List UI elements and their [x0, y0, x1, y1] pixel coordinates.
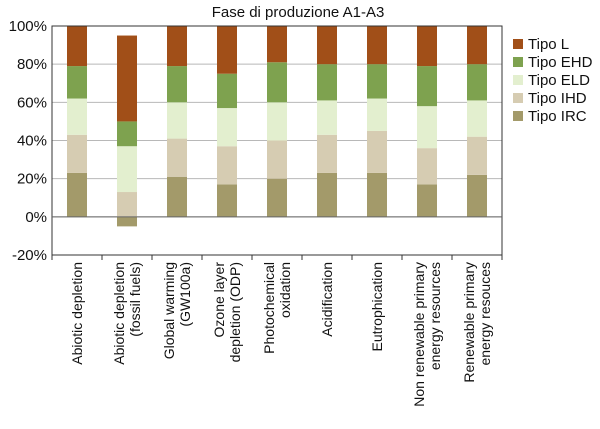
bar-segment-tipo-irc: [117, 216, 137, 227]
bar-segment-tipo-eld: [117, 146, 137, 193]
bar-segment-tipo-eld: [417, 106, 437, 149]
bar-segment-tipo-ihd: [467, 136, 487, 175]
legend-swatch: [513, 39, 523, 49]
x-category-label: Abiotic depletion: [69, 262, 85, 365]
legend-swatch: [513, 93, 523, 103]
x-category-label: Non renewable primary: [411, 262, 427, 407]
y-tick-label: 80%: [17, 56, 47, 73]
bar-segment-tipo-ihd: [367, 130, 387, 173]
x-category-label: Renewable primary: [461, 262, 477, 383]
bar-segment-tipo-irc: [367, 172, 387, 217]
bar-segment-tipo-l: [467, 26, 487, 65]
legend-label: Tipo L: [528, 36, 569, 53]
bar-segment-tipo-ihd: [267, 140, 287, 179]
x-category-label: depletion (ODP): [227, 262, 243, 362]
bar-segment-tipo-irc: [467, 174, 487, 217]
x-category-label: Eutrophication: [369, 262, 385, 352]
legend-label: Tipo ELD: [528, 72, 590, 89]
x-category-label: Global warming: [161, 262, 177, 359]
bar-segment-tipo-ehd: [367, 64, 387, 99]
bar-segment-tipo-l: [167, 26, 187, 67]
x-category-label: oxidation: [277, 262, 293, 318]
legend-swatch: [513, 111, 523, 121]
bar-segment-tipo-irc: [317, 172, 337, 217]
bar-segment-tipo-ehd: [67, 66, 87, 99]
bar-segment-tipo-eld: [367, 98, 387, 131]
y-axis: 100% 80% 60% 40% 20% 0% -20%: [9, 18, 47, 264]
y-tick-label: 60%: [17, 94, 47, 111]
legend-label: Tipo EHD: [528, 54, 593, 71]
x-category-label: energy resouces: [477, 262, 493, 366]
x-category-label: Ozone layer: [211, 262, 227, 338]
plot-border: [51, 25, 503, 256]
bar-segment-tipo-irc: [217, 184, 237, 217]
y-tick-label: 0%: [25, 209, 47, 226]
bar-segment-tipo-eld: [317, 100, 337, 135]
plot-frame: [51, 25, 503, 260]
bar-segment-tipo-irc: [167, 176, 187, 217]
legend-swatch: [513, 57, 523, 67]
y-tick-label: 100%: [9, 18, 47, 35]
bar-segment-tipo-ehd: [267, 62, 287, 103]
x-category-label: Abiotic depletion: [111, 262, 127, 365]
x-category-label: (GW100a): [177, 262, 193, 327]
bar-segment-tipo-ehd: [417, 66, 437, 107]
y-tick-label: 20%: [17, 171, 47, 188]
bar-segment-tipo-eld: [67, 98, 87, 135]
bar-segment-tipo-ihd: [217, 146, 237, 185]
x-axis: Abiotic depletion Abiotic depletion (fossi…: [69, 262, 493, 407]
chart-title: Fase di produzione A1-A3: [212, 4, 385, 21]
bar-segment-tipo-l: [67, 26, 87, 67]
bar-segment-tipo-ehd: [317, 64, 337, 101]
y-tick-label: 40%: [17, 133, 47, 150]
bar-segment-tipo-ihd: [417, 148, 437, 185]
legend-swatch: [513, 75, 523, 85]
bar-segment-tipo-irc: [267, 178, 287, 217]
y-tick-label: -20%: [12, 247, 47, 264]
bar-segment-tipo-ihd: [67, 134, 87, 173]
bar-segment-tipo-l: [267, 26, 287, 63]
bars: [67, 26, 487, 227]
bar-segment-tipo-ehd: [167, 66, 187, 103]
bar-segment-tipo-ehd: [467, 64, 487, 101]
bar-segment-tipo-l: [417, 26, 437, 67]
bar-segment-tipo-l: [367, 26, 387, 65]
bar-segment-tipo-ihd: [117, 192, 137, 217]
x-category-label: (fossil fuels): [127, 262, 143, 337]
bar-segment-tipo-eld: [267, 102, 287, 141]
bar-segment-tipo-ihd: [317, 134, 337, 173]
bar-segment-tipo-l: [117, 35, 137, 122]
bar-segment-tipo-eld: [167, 102, 187, 139]
x-category-label: Photochemical: [261, 262, 277, 354]
bar-segment-tipo-ihd: [167, 138, 187, 177]
bar-segment-tipo-ehd: [117, 121, 137, 147]
bar-segment-tipo-ehd: [217, 73, 237, 109]
legend-label: Tipo IRC: [528, 108, 587, 125]
bar-segment-tipo-l: [317, 26, 337, 65]
bar-segment-tipo-eld: [217, 108, 237, 147]
bar-segment-tipo-l: [217, 26, 237, 74]
bar-segment-tipo-irc: [67, 172, 87, 217]
bar-segment-tipo-eld: [467, 100, 487, 137]
legend-label: Tipo IHD: [528, 90, 587, 107]
x-category-label: energy resources: [427, 262, 443, 370]
x-category-label: Acidification: [319, 262, 335, 337]
bar-segment-tipo-irc: [417, 184, 437, 217]
